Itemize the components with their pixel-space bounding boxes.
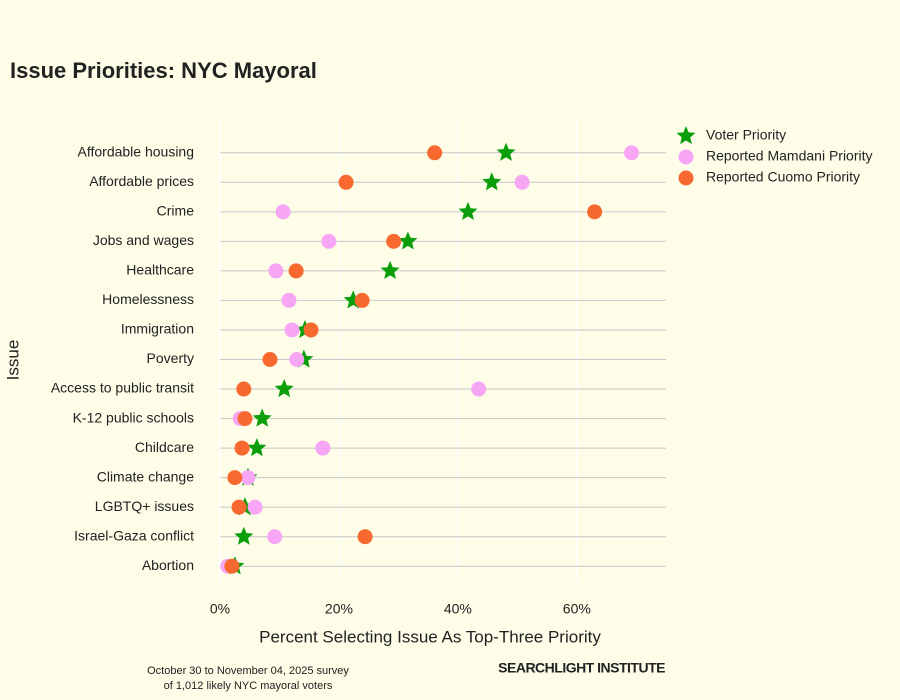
dot-marker [386, 233, 402, 249]
legend-label: Reported Mamdani Priority [706, 148, 873, 164]
dot-marker [281, 292, 297, 308]
y-tick-label: Crime [157, 203, 195, 219]
legend-marker [676, 126, 696, 145]
dot-marker [514, 174, 530, 190]
dot-marker [231, 499, 247, 515]
x-axis-label: Percent Selecting Issue As Top-Three Pri… [259, 627, 601, 646]
x-tick-label: 40% [444, 601, 472, 617]
dot-marker [236, 381, 252, 397]
star-marker [458, 201, 478, 220]
chart-title: Issue Priorities: NYC Mayoral [10, 58, 317, 83]
y-tick-label: Homelessness [102, 291, 194, 307]
y-tick-label: LGBTQ+ issues [95, 498, 194, 514]
dot-marker [234, 440, 250, 456]
y-tick-label: Healthcare [126, 262, 194, 278]
dot-marker [427, 145, 443, 161]
dot-marker [354, 292, 370, 308]
dot-marker [357, 529, 373, 545]
x-tick-label: 20% [325, 601, 353, 617]
star-marker [482, 172, 502, 191]
dot-marker [289, 352, 305, 367]
star-marker [274, 379, 294, 398]
y-tick-label: Affordable prices [89, 173, 194, 189]
dot-marker [262, 352, 278, 367]
brand: SEARCHLIGHT INSTITUTE [498, 660, 665, 676]
y-tick-label: K-12 public schools [73, 409, 194, 425]
legend-marker [678, 170, 694, 186]
footnote: of 1,012 likely NYC mayoral voters [164, 680, 333, 692]
y-axis-label: Issue [3, 340, 22, 381]
dot-marker [587, 204, 603, 220]
dot-marker [303, 322, 319, 338]
dot-marker [315, 440, 331, 456]
y-tick-label: Childcare [135, 439, 194, 455]
dot-marker [224, 558, 240, 574]
star-marker [247, 438, 267, 457]
star-marker [496, 142, 516, 161]
star-marker [252, 408, 272, 427]
footnote: October 30 to November 04, 2025 survey [147, 665, 349, 677]
dot-marker [338, 174, 354, 190]
dot-marker [227, 470, 243, 486]
dot-marker [237, 411, 253, 427]
dot-marker [275, 204, 291, 220]
star-marker [380, 260, 400, 279]
dot-marker [624, 145, 640, 161]
y-tick-label: Israel-Gaza conflict [74, 527, 194, 543]
dot-marker [240, 470, 256, 486]
y-tick-label: Abortion [142, 557, 194, 573]
y-tick-label: Climate change [97, 468, 194, 484]
star-marker [398, 231, 418, 250]
dot-marker [288, 263, 304, 279]
dot-marker [321, 233, 337, 249]
y-tick-label: Affordable housing [78, 143, 195, 159]
dot-marker [284, 322, 300, 338]
y-tick-label: Access to public transit [51, 380, 194, 396]
x-tick-label: 0% [210, 601, 230, 617]
x-tick-label: 60% [563, 601, 591, 617]
star-marker [234, 526, 254, 545]
dot-marker [471, 381, 487, 397]
y-tick-label: Poverty [147, 350, 194, 366]
legend-marker [678, 149, 694, 165]
dot-marker [267, 529, 283, 545]
y-tick-label: Immigration [121, 321, 194, 337]
legend-label: Voter Priority [706, 127, 786, 143]
y-tick-label: Jobs and wages [93, 232, 194, 248]
dot-marker [268, 263, 284, 279]
dot-marker [247, 499, 263, 515]
legend-label: Reported Cuomo Priority [706, 169, 860, 185]
